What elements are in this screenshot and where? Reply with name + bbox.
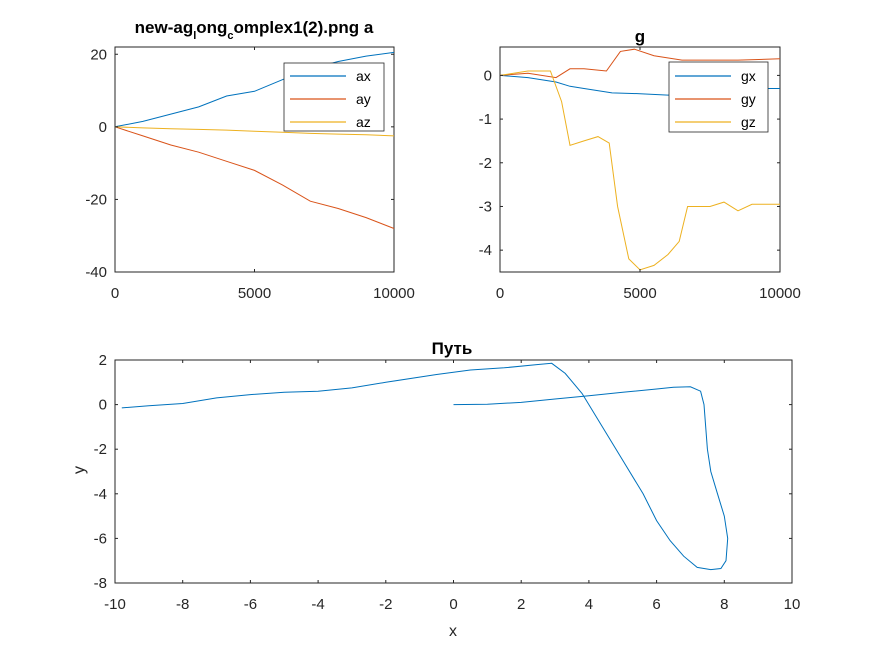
subplot-path-ticks: -10 -8 -6 -4 -2 0 2 4 6 8 10 2 0 -2 -4 -6 -8	[94, 352, 801, 613]
legend-label-gy: gy	[741, 91, 756, 107]
x-tick-label: -10	[104, 596, 126, 613]
subplot-path: -10 -8 -6 -4 -2 0 2 4 6 8 10 2 0 -2 -4 -6 -8 Путь x y	[71, 339, 800, 640]
y-tick-label: -2	[94, 441, 107, 458]
legend-label-ay: ay	[356, 91, 371, 107]
x-tick-label: 0	[111, 285, 119, 302]
legend-label-az: az	[356, 114, 371, 130]
legend-label-gz: gz	[741, 114, 756, 130]
x-tick-label: 4	[585, 596, 593, 613]
legend-label-gx: gx	[741, 68, 756, 84]
x-tick-label: 0	[449, 596, 457, 613]
y-tick-label: 0	[484, 67, 492, 84]
subplot-a-legend: ax ay az	[283, 62, 385, 132]
y-tick-label: -2	[479, 155, 492, 172]
x-tick-label: -6	[244, 596, 257, 613]
subplot-a-ticks: 0 5000 10000 20 0 -20 -40	[85, 46, 415, 302]
x-tick-label: 10000	[373, 285, 415, 302]
x-tick-label: -4	[311, 596, 324, 613]
x-tick-label: -2	[379, 596, 392, 613]
subplot-path-ylabel: y	[71, 466, 88, 474]
subplot-path-axes-box	[114, 359, 793, 584]
y-tick-label: -20	[85, 191, 107, 208]
x-tick-label: 2	[517, 596, 525, 613]
legend-box	[283, 62, 385, 132]
series-line-gz	[499, 70, 780, 271]
series-line-ax	[114, 51, 395, 128]
y-tick-label: -8	[94, 575, 107, 592]
subplot-g-title: g	[635, 27, 645, 46]
subplot-a-title: new-aglongcomplex1(2).png a	[135, 18, 374, 42]
x-tick-label: 0	[496, 285, 504, 302]
series-line-path	[121, 362, 729, 571]
y-tick-label: 20	[90, 46, 107, 63]
y-tick-label: -40	[85, 264, 107, 281]
subplot-g-legend: gx gy gz	[668, 61, 769, 133]
x-tick-label: -8	[176, 596, 189, 613]
subplot-a: 0 5000 10000 20 0 -20 -40 new-aglongcomplex1(2…	[85, 18, 415, 302]
subplot-g: 0 5000 10000 0 -1 -2 -3 -4 g gx gy gz	[479, 27, 801, 302]
x-tick-label: 10	[784, 596, 801, 613]
y-tick-label: 0	[99, 397, 107, 414]
y-tick-label: -6	[94, 530, 107, 547]
x-tick-label: 10000	[759, 285, 801, 302]
legend-box	[668, 61, 769, 133]
x-tick-label: 8	[720, 596, 728, 613]
series-line-az	[114, 126, 395, 137]
subplot-path-series	[121, 362, 729, 571]
series-line-gy	[499, 48, 781, 79]
subplot-path-title: Путь	[432, 339, 473, 358]
legend-label-ax: ax	[356, 68, 371, 84]
subplot-path-xlabel: x	[449, 623, 457, 640]
series-line-ay	[114, 126, 395, 229]
y-tick-label: -1	[479, 111, 492, 128]
y-tick-label: 0	[99, 119, 107, 136]
y-tick-label: -3	[479, 198, 492, 215]
subplot-a-series	[114, 51, 395, 229]
subplot-g-ticks: 0 5000 10000 0 -1 -2 -3 -4	[479, 47, 801, 302]
y-tick-label: -4	[94, 486, 107, 503]
x-tick-label: 5000	[238, 285, 271, 302]
x-tick-label: 6	[652, 596, 660, 613]
y-tick-label: -4	[479, 242, 492, 259]
x-tick-label: 5000	[623, 285, 656, 302]
y-tick-label: 2	[99, 352, 107, 369]
